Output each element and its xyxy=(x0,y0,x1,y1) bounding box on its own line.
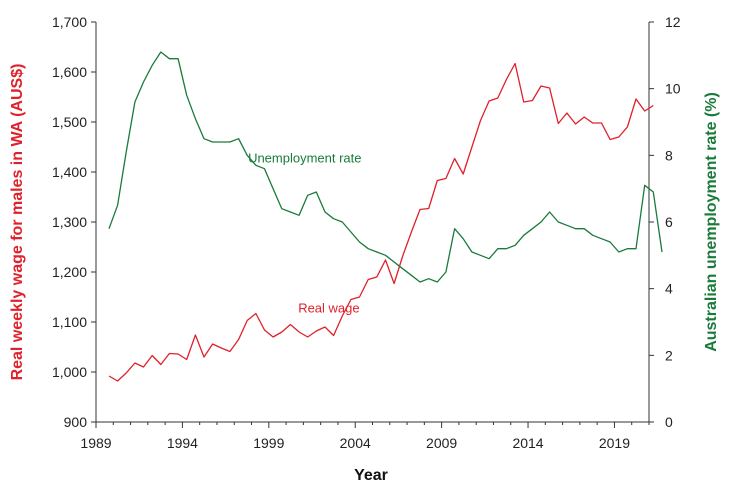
left-y-tick-label: 900 xyxy=(64,414,88,430)
x-tick-label: 2009 xyxy=(426,435,457,451)
right-y-tick-label: 12 xyxy=(665,14,681,30)
left-y-tick-label: 1,100 xyxy=(52,314,87,330)
left-y-tick-label: 1,300 xyxy=(52,214,87,230)
right-y-tick-label: 10 xyxy=(665,81,681,97)
x-tick-label: 1989 xyxy=(80,435,111,451)
axes-group: 900 1,000 1,100 1,200 1,300 1,400 1,500 1,600 1,… xyxy=(52,14,681,451)
right-y-tick-label: 0 xyxy=(665,414,673,430)
wage-line xyxy=(108,62,654,382)
left-y-tick-label: 1,600 xyxy=(52,64,87,80)
right-y-axis-title: Australian unemployment rate (%) xyxy=(703,92,720,352)
unemployment-annotation: Unemployment rate xyxy=(248,151,361,166)
left-y-tick-label: 1,500 xyxy=(52,114,87,130)
x-tick-label: 2004 xyxy=(340,435,371,451)
right-y-tick-label: 2 xyxy=(665,347,673,363)
left-y-tick-label: 1,200 xyxy=(52,264,87,280)
right-y-tick-label: 4 xyxy=(665,281,673,297)
wage-annotation: Real wage xyxy=(298,301,359,316)
left-y-axis-title: Real weekly wage for males in WA (AUS$) xyxy=(9,64,26,381)
x-tick-label: 1994 xyxy=(167,435,198,451)
x-tick-label: 2019 xyxy=(599,435,630,451)
series-lines-group xyxy=(108,51,663,382)
x-tick-label: 2014 xyxy=(512,435,543,451)
labels-group: Year Real weekly wage for males in WA (A… xyxy=(9,64,720,484)
unemployment-line xyxy=(108,51,663,283)
left-y-tick-label: 1,000 xyxy=(52,364,87,380)
right-y-tick-label: 8 xyxy=(665,147,673,163)
x-tick-label: 1999 xyxy=(253,435,284,451)
left-y-tick-label: 1,700 xyxy=(52,14,87,30)
x-axis-title: Year xyxy=(354,467,388,484)
right-y-tick-label: 6 xyxy=(665,214,673,230)
left-y-tick-label: 1,400 xyxy=(52,164,87,180)
